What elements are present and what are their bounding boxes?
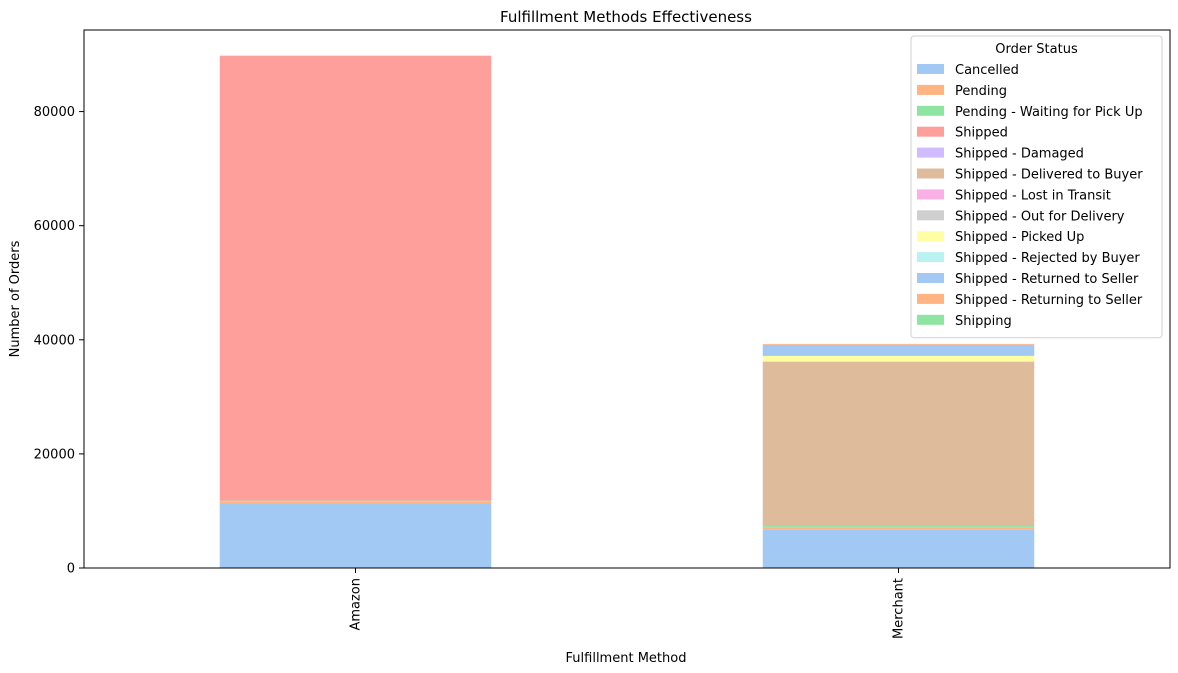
- x-tick-label: Merchant: [892, 578, 907, 639]
- bar-segment: [219, 500, 492, 502]
- legend-swatch: [917, 126, 944, 137]
- bar-segment: [762, 529, 1035, 568]
- legend-label: Pending: [955, 84, 1007, 99]
- legend-label: Cancelled: [955, 63, 1019, 78]
- legend-swatch: [917, 84, 944, 95]
- x-tick-label: Amazon: [349, 578, 364, 631]
- bar-segment: [762, 361, 1035, 527]
- legend-box: [910, 35, 1163, 339]
- bar-segment: [219, 55, 492, 501]
- legend-swatch: [917, 105, 944, 116]
- legend-title: Order Status: [995, 42, 1078, 57]
- legend-label: Shipping: [955, 314, 1012, 329]
- legend-swatch: [917, 210, 944, 221]
- bar-segment: [762, 527, 1035, 530]
- legend-swatch: [917, 64, 944, 74]
- y-tick-label: 80000: [34, 105, 75, 120]
- legend-swatch: [917, 189, 944, 200]
- x-axis: Amazon Merchant: [349, 568, 907, 639]
- bar-segment: [762, 344, 1035, 356]
- legend-label: Shipped - Lost in Transit: [955, 188, 1111, 203]
- bar-segment: [762, 343, 1035, 345]
- legend-swatch: [917, 314, 944, 325]
- legend-label: Pending - Waiting for Pick Up: [955, 105, 1143, 120]
- bar-segment: [762, 355, 1035, 362]
- bar-segment: [219, 501, 492, 504]
- legend-swatch: [917, 293, 944, 304]
- legend-label: Shipped: [955, 126, 1008, 141]
- y-axis-label: Number of Orders: [8, 240, 23, 357]
- legend-label: Shipped - Rejected by Buyer: [955, 251, 1140, 266]
- y-tick-label: 20000: [34, 447, 75, 462]
- legend-label: Shipped - Returning to Seller: [955, 293, 1143, 308]
- x-axis-label: Fulfillment Method: [566, 651, 687, 666]
- bar-segment: [762, 526, 1035, 528]
- chart-title: Fulfillment Methods Effectiveness: [500, 8, 752, 26]
- legend-label: Shipped - Picked Up: [955, 230, 1084, 245]
- legend: Order Status Cancelled Pending Pending - Wa…: [910, 35, 1163, 339]
- bar-segment: [219, 503, 492, 568]
- legend-swatch: [917, 168, 944, 179]
- bars-layer: [219, 55, 1035, 568]
- y-axis: 0 20000 40000 60000 80000: [34, 105, 84, 577]
- legend-swatch: [917, 147, 944, 158]
- y-tick-label: 0: [67, 562, 75, 577]
- legend-label: Shipped - Returned to Seller: [955, 272, 1139, 287]
- y-tick-label: 60000: [34, 219, 75, 234]
- legend-label: Shipped - Delivered to Buyer: [955, 168, 1143, 183]
- legend-swatch: [917, 273, 944, 283]
- legend-label: Shipped - Damaged: [955, 147, 1084, 162]
- y-tick-label: 40000: [34, 333, 75, 348]
- legend-label: Shipped - Out for Delivery: [955, 209, 1125, 224]
- legend-swatch: [917, 231, 944, 242]
- plot-frame: [83, 29, 1171, 569]
- legend-swatch: [917, 252, 944, 263]
